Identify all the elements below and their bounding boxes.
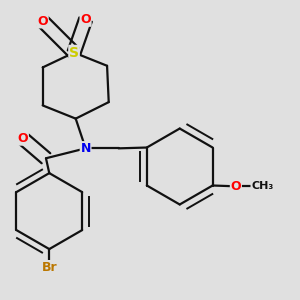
- Text: O: O: [80, 13, 91, 26]
- Text: Br: Br: [41, 261, 57, 274]
- Text: O: O: [17, 132, 28, 145]
- Text: S: S: [69, 46, 79, 60]
- Text: O: O: [38, 15, 48, 28]
- Text: O: O: [231, 180, 241, 193]
- Text: CH₃: CH₃: [251, 181, 273, 191]
- Text: N: N: [80, 142, 91, 155]
